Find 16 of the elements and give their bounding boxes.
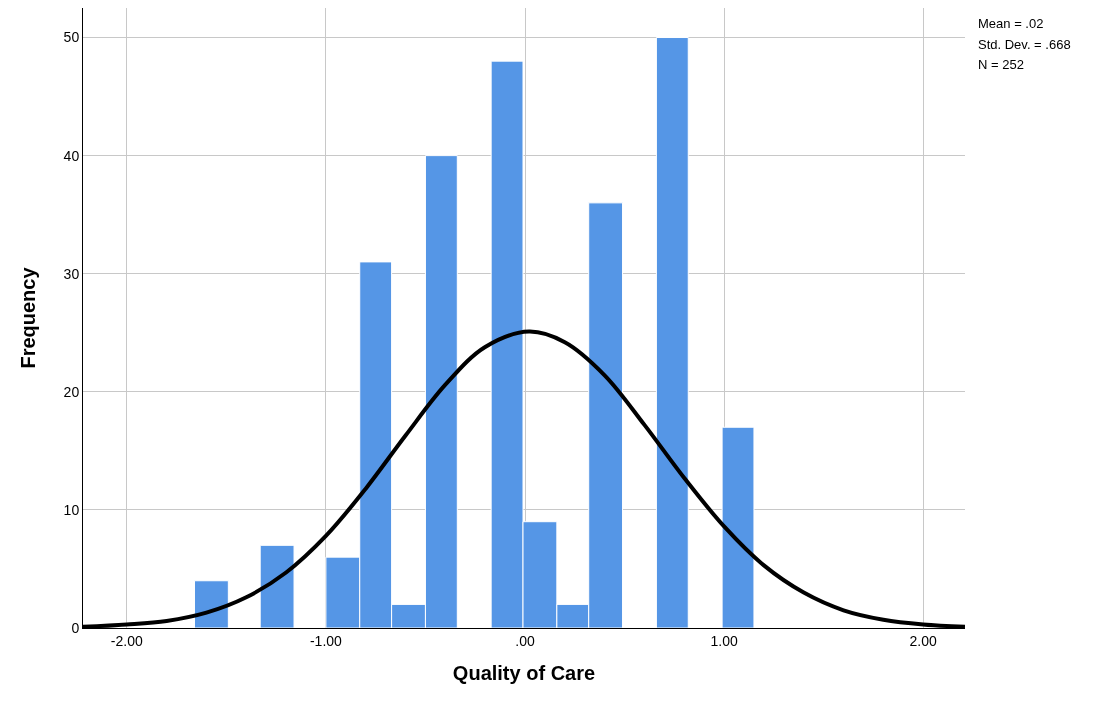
x-axis-title: Quality of Care: [452, 662, 596, 685]
y-axis-title: Frequency: [17, 266, 40, 369]
x-tick-label: 2.00: [909, 632, 938, 649]
text: N = 252: [978, 57, 1024, 72]
x-tick-label: -1.00: [309, 632, 343, 649]
x-tick-label: .00: [515, 632, 535, 649]
text: Std. Dev. = .668: [978, 37, 1071, 52]
y-tick-label: 40: [63, 147, 80, 164]
x-tick-label: -2.00: [110, 632, 143, 649]
y-tick-label: 30: [63, 265, 80, 282]
y-tick-label: 0: [71, 619, 80, 636]
x-tick-label: 1.00: [710, 632, 738, 649]
y-tick-label: 20: [63, 383, 80, 400]
y-tick-label: 50: [63, 29, 80, 46]
y-tick-label: 10: [63, 501, 80, 518]
text: Mean = .02: [978, 16, 1044, 31]
